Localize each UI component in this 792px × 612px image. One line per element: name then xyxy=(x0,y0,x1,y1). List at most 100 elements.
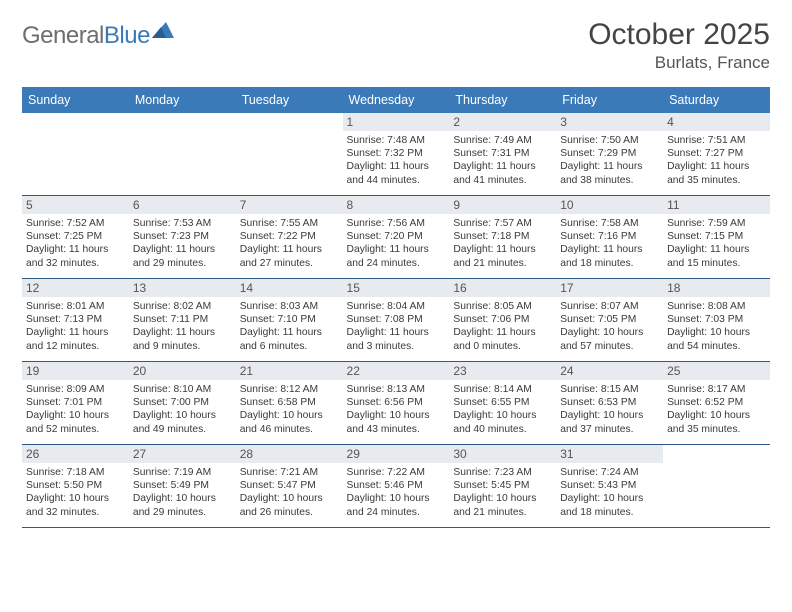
day-number: 14 xyxy=(236,279,343,297)
day-info: Sunrise: 7:58 AMSunset: 7:16 PMDaylight:… xyxy=(560,217,659,270)
daylight-text: Daylight: 10 hours xyxy=(453,492,552,505)
sunset-text: Sunset: 5:49 PM xyxy=(133,479,232,492)
day-info: Sunrise: 8:10 AMSunset: 7:00 PMDaylight:… xyxy=(133,383,232,436)
day-number: 19 xyxy=(22,362,129,380)
day-info: Sunrise: 7:53 AMSunset: 7:23 PMDaylight:… xyxy=(133,217,232,270)
weekday-header: Wednesday xyxy=(343,87,450,113)
sunrise-text: Sunrise: 8:09 AM xyxy=(26,383,125,396)
day-number: 13 xyxy=(129,279,236,297)
sunset-text: Sunset: 7:08 PM xyxy=(347,313,446,326)
daylight-text: Daylight: 11 hours xyxy=(667,243,766,256)
daylight-text: Daylight: 11 hours xyxy=(453,160,552,173)
day-info: Sunrise: 7:49 AMSunset: 7:31 PMDaylight:… xyxy=(453,134,552,187)
sunrise-text: Sunrise: 7:48 AM xyxy=(347,134,446,147)
day-info: Sunrise: 7:18 AMSunset: 5:50 PMDaylight:… xyxy=(26,466,125,519)
day-info: Sunrise: 8:04 AMSunset: 7:08 PMDaylight:… xyxy=(347,300,446,353)
sunrise-text: Sunrise: 8:17 AM xyxy=(667,383,766,396)
calendar-week-row: 12Sunrise: 8:01 AMSunset: 7:13 PMDayligh… xyxy=(22,279,770,362)
daylight-text: and 44 minutes. xyxy=(347,174,446,187)
day-info: Sunrise: 7:50 AMSunset: 7:29 PMDaylight:… xyxy=(560,134,659,187)
daylight-text: and 15 minutes. xyxy=(667,257,766,270)
sunrise-text: Sunrise: 7:55 AM xyxy=(240,217,339,230)
calendar-day-cell: 11Sunrise: 7:59 AMSunset: 7:15 PMDayligh… xyxy=(663,196,770,279)
day-info: Sunrise: 8:13 AMSunset: 6:56 PMDaylight:… xyxy=(347,383,446,436)
day-info: Sunrise: 7:51 AMSunset: 7:27 PMDaylight:… xyxy=(667,134,766,187)
sunrise-text: Sunrise: 7:18 AM xyxy=(26,466,125,479)
sunrise-text: Sunrise: 7:49 AM xyxy=(453,134,552,147)
daylight-text: and 21 minutes. xyxy=(453,506,552,519)
day-info: Sunrise: 7:59 AMSunset: 7:15 PMDaylight:… xyxy=(667,217,766,270)
day-number: 4 xyxy=(663,113,770,131)
sunset-text: Sunset: 6:56 PM xyxy=(347,396,446,409)
daylight-text: Daylight: 11 hours xyxy=(26,326,125,339)
weekday-header: Friday xyxy=(556,87,663,113)
weekday-header: Monday xyxy=(129,87,236,113)
sunrise-text: Sunrise: 8:01 AM xyxy=(26,300,125,313)
calendar-day-cell: 10 Sunrise: 7:58 AMSunset: 7:16 PMDayligh… xyxy=(556,196,663,279)
daylight-text: and 52 minutes. xyxy=(26,423,125,436)
day-number: 29 xyxy=(343,445,450,463)
calendar-day-cell: 4 Sunrise: 7:51 AMSunset: 7:27 PMDaylight… xyxy=(663,113,770,196)
sunrise-text: Sunrise: 8:03 AM xyxy=(240,300,339,313)
calendar-day-cell: 9Sunrise: 7:57 AMSunset: 7:18 PMDaylight… xyxy=(449,196,556,279)
daylight-text: and 0 minutes. xyxy=(453,340,552,353)
day-number: 21 xyxy=(236,362,343,380)
calendar-day-cell: 16Sunrise: 8:05 AMSunset: 7:06 PMDayligh… xyxy=(449,279,556,362)
sunset-text: Sunset: 7:27 PM xyxy=(667,147,766,160)
calendar-week-row: 19Sunrise: 8:09 AMSunset: 7:01 PMDayligh… xyxy=(22,362,770,445)
daylight-text: and 29 minutes. xyxy=(133,506,232,519)
daylight-text: and 57 minutes. xyxy=(560,340,659,353)
day-number: 3 xyxy=(556,113,663,131)
day-number: 18 xyxy=(663,279,770,297)
calendar-week-row: ...1Sunrise: 7:48 AMSunset: 7:32 PMDayli… xyxy=(22,113,770,196)
daylight-text: and 43 minutes. xyxy=(347,423,446,436)
daylight-text: Daylight: 10 hours xyxy=(667,326,766,339)
day-info: Sunrise: 8:02 AMSunset: 7:11 PMDaylight:… xyxy=(133,300,232,353)
sunrise-text: Sunrise: 7:58 AM xyxy=(560,217,659,230)
calendar-day-cell: 20Sunrise: 8:10 AMSunset: 7:00 PMDayligh… xyxy=(129,362,236,445)
sunset-text: Sunset: 7:20 PM xyxy=(347,230,446,243)
sunset-text: Sunset: 7:32 PM xyxy=(347,147,446,160)
calendar-day-cell: 3 Sunrise: 7:50 AMSunset: 7:29 PMDaylight… xyxy=(556,113,663,196)
sunset-text: Sunset: 7:13 PM xyxy=(26,313,125,326)
sunset-text: Sunset: 5:43 PM xyxy=(560,479,659,492)
day-number: 10 xyxy=(556,196,663,214)
day-info: Sunrise: 7:55 AMSunset: 7:22 PMDaylight:… xyxy=(240,217,339,270)
day-info: Sunrise: 8:15 AMSunset: 6:53 PMDaylight:… xyxy=(560,383,659,436)
sunrise-text: Sunrise: 7:59 AM xyxy=(667,217,766,230)
calendar-day-cell: 22 Sunrise: 8:13 AMSunset: 6:56 PMDayligh… xyxy=(343,362,450,445)
logo: GeneralBlue xyxy=(22,22,174,50)
day-number: 15 xyxy=(343,279,450,297)
day-number: 9 xyxy=(449,196,556,214)
sunset-text: Sunset: 6:53 PM xyxy=(560,396,659,409)
day-number: 22 xyxy=(343,362,450,380)
sunset-text: Sunset: 7:00 PM xyxy=(133,396,232,409)
day-number: 12 xyxy=(22,279,129,297)
daylight-text: and 37 minutes. xyxy=(560,423,659,436)
daylight-text: Daylight: 10 hours xyxy=(667,409,766,422)
daylight-text: Daylight: 11 hours xyxy=(453,243,552,256)
day-info: Sunrise: 8:09 AMSunset: 7:01 PMDaylight:… xyxy=(26,383,125,436)
calendar-day-cell: 17Sunrise: 8:07 AMSunset: 7:05 PMDayligh… xyxy=(556,279,663,362)
day-info: Sunrise: 7:48 AMSunset: 7:32 PMDaylight:… xyxy=(347,134,446,187)
sunset-text: Sunset: 5:46 PM xyxy=(347,479,446,492)
calendar-day-cell: 30Sunrise: 7:23 AMSunset: 5:45 PMDayligh… xyxy=(449,445,556,528)
calendar-day-cell: 31Sunrise: 7:24 AMSunset: 5:43 PMDayligh… xyxy=(556,445,663,528)
sunrise-text: Sunrise: 7:56 AM xyxy=(347,217,446,230)
sunrise-text: Sunrise: 7:23 AM xyxy=(453,466,552,479)
sunset-text: Sunset: 5:50 PM xyxy=(26,479,125,492)
header: GeneralBlue October 2025 Burlats, France xyxy=(22,18,770,73)
sunset-text: Sunset: 7:31 PM xyxy=(453,147,552,160)
calendar-day-cell: . xyxy=(236,113,343,196)
sunset-text: Sunset: 7:29 PM xyxy=(560,147,659,160)
daylight-text: and 54 minutes. xyxy=(667,340,766,353)
calendar-day-cell: 23Sunrise: 8:14 AMSunset: 6:55 PMDayligh… xyxy=(449,362,556,445)
daylight-text: and 29 minutes. xyxy=(133,257,232,270)
sunset-text: Sunset: 5:45 PM xyxy=(453,479,552,492)
sunset-text: Sunset: 7:01 PM xyxy=(26,396,125,409)
sunrise-text: Sunrise: 8:14 AM xyxy=(453,383,552,396)
sunrise-text: Sunrise: 8:15 AM xyxy=(560,383,659,396)
day-number: 26 xyxy=(22,445,129,463)
weekday-header: Tuesday xyxy=(236,87,343,113)
sunset-text: Sunset: 7:18 PM xyxy=(453,230,552,243)
